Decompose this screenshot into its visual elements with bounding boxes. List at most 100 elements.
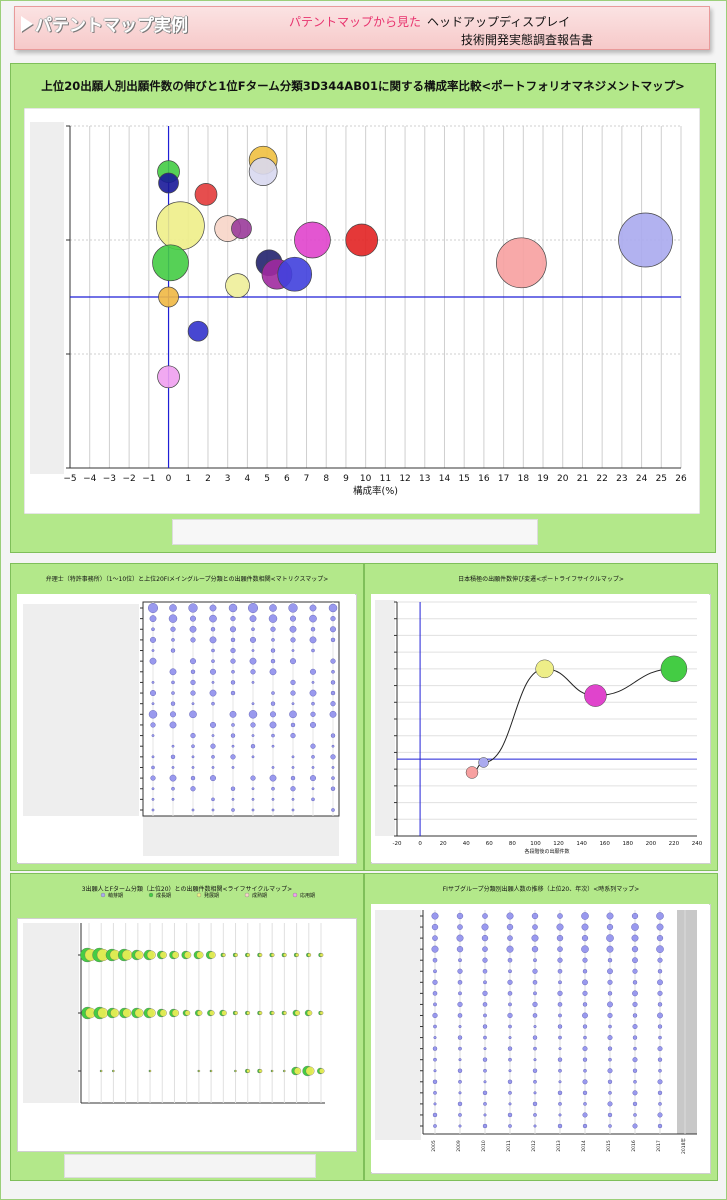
- timeseries-bubble: [657, 969, 663, 974]
- x-tick-label: 40: [463, 841, 470, 847]
- timeseries-bubble: [558, 980, 562, 985]
- fterm-bubble: [246, 1011, 251, 1015]
- timeseries-bubble: [433, 1002, 437, 1007]
- timeseries-bubble: [457, 1013, 463, 1018]
- timeseries-bubble: [508, 1069, 512, 1073]
- x-tick-label: 5: [264, 474, 270, 484]
- x-label-area: [143, 816, 339, 856]
- fterm-bubble: [122, 1008, 132, 1018]
- timeseries-bubble: [432, 957, 438, 963]
- matrix-bubble: [209, 636, 217, 644]
- matrix-bubble: [311, 797, 315, 802]
- matrix-bubble: [270, 626, 276, 632]
- timeseries-bubble: [432, 935, 438, 941]
- timeseries-bubble: [533, 1025, 537, 1029]
- matrix-bubble: [170, 648, 176, 653]
- timeseries-bubble: [533, 1091, 537, 1095]
- timeseries-bubble: [558, 1013, 562, 1018]
- matrix-bubble: [209, 689, 217, 697]
- timeseries-bubble: [482, 1024, 488, 1029]
- matrix-bubble: [148, 710, 158, 719]
- timeseries-bubble: [458, 1113, 462, 1117]
- fterm-bubble: [97, 1007, 108, 1019]
- timeseries-bubble: [583, 1035, 587, 1040]
- matrix-bubble: [291, 808, 295, 812]
- timeseries-bubble: [582, 1057, 588, 1062]
- matrix-bubble: [151, 755, 155, 759]
- x-axis-label: 構成率(%): [353, 485, 398, 497]
- timeseries-bubble: [532, 1035, 538, 1040]
- matrix-bubble: [309, 689, 317, 697]
- timeseries-bubble: [507, 1046, 513, 1051]
- matrix-bubble: [171, 691, 175, 695]
- matrix-bubble: [231, 797, 235, 801]
- timeseries-bubble: [657, 1112, 663, 1118]
- timeseries-bubble: [533, 1124, 537, 1128]
- timeseries-bubble-chart: 2005 2009 2010 2011 2012 2013 2014 2015 2016 2017…: [371, 904, 709, 1172]
- matrix-bubble: [330, 658, 336, 664]
- legend-marker: [244, 892, 250, 898]
- x-tick-label: 2015: [606, 1140, 612, 1152]
- x-tick-label: 16: [478, 474, 490, 484]
- matrix-bubble: [310, 627, 316, 632]
- timeseries-bubble: [632, 1090, 638, 1096]
- x-tick-label: 14: [439, 474, 451, 484]
- timeseries-bubble: [433, 1036, 437, 1040]
- timeseries-bubble: [507, 1112, 513, 1118]
- matrix-bubble: [290, 722, 296, 728]
- timeseries-bubble: [557, 913, 563, 919]
- timeseries-bubble: [432, 1112, 438, 1118]
- timeseries-bubble: [533, 958, 537, 963]
- matrix-bubble: [310, 711, 316, 717]
- matrix-bubble: [211, 755, 215, 759]
- matrix-bubble: [211, 701, 215, 706]
- matrix-bubble: [230, 637, 236, 643]
- fterm-bubble: [208, 951, 216, 959]
- matrix-bubble: [149, 615, 157, 623]
- bubble-point: [277, 256, 313, 292]
- timeseries-bubble: [606, 912, 614, 920]
- page-header: パテントマップ実例 パテントマップから見た ヘッドアップディスプレイ 技術開発実…: [14, 6, 710, 50]
- matrix-bubble: [211, 648, 215, 653]
- x-tick-label: 2012: [531, 1140, 537, 1152]
- y-label-area: [375, 600, 395, 836]
- legend-marker: [148, 892, 154, 898]
- matrix-bubble: [190, 679, 196, 686]
- x-tick-label: 20: [557, 474, 569, 484]
- x-tick-label: 23: [616, 474, 627, 484]
- x-tick-label: 25: [656, 474, 667, 484]
- lifecycle-bubble: [660, 655, 688, 683]
- x-tick-label: −2: [122, 474, 135, 484]
- fterm-map-title: 3出願人とFターム分類（上位20）との出願件数相関<ライフサイクルマップ>: [81, 886, 293, 893]
- matrix-bubble: [309, 604, 317, 612]
- matrix-bubble: [270, 658, 276, 664]
- timeseries-bubble: [483, 1102, 487, 1106]
- timeseries-bubble: [607, 1012, 613, 1019]
- matrix-bubble: [290, 690, 296, 696]
- matrix-bubble: [151, 808, 155, 812]
- timeseries-bubble: [456, 912, 464, 920]
- matrix-bubble: [290, 786, 296, 792]
- matrix-bubble: [169, 711, 176, 718]
- legend-label: 成長期: [156, 892, 171, 899]
- timeseries-bubble: [631, 934, 639, 942]
- timeseries-bubble: [557, 957, 563, 963]
- timeseries-bubble: [482, 990, 488, 996]
- timeseries-bubble: [483, 980, 487, 985]
- matrix-bubble: [330, 733, 336, 738]
- timeseries-bubble: [483, 1080, 487, 1084]
- matrix-bubble: [251, 627, 255, 632]
- timeseries-bubble: [631, 912, 639, 920]
- matrix-bubble: [269, 721, 277, 729]
- matrix-bubble: [151, 765, 155, 770]
- timeseries-bubble: [458, 1091, 462, 1095]
- timeseries-bubble: [457, 980, 463, 985]
- matrix-bubble: [269, 711, 276, 718]
- timeseries-bubble: [507, 979, 513, 985]
- x-tick-label: 18: [518, 474, 530, 484]
- lifecycle-bubble: [465, 766, 479, 779]
- timeseries-bubble: [633, 1046, 637, 1051]
- timeseries-bubble: [582, 969, 588, 974]
- fterm-bubble: [159, 1009, 167, 1017]
- timeseries-bubble: [607, 979, 613, 985]
